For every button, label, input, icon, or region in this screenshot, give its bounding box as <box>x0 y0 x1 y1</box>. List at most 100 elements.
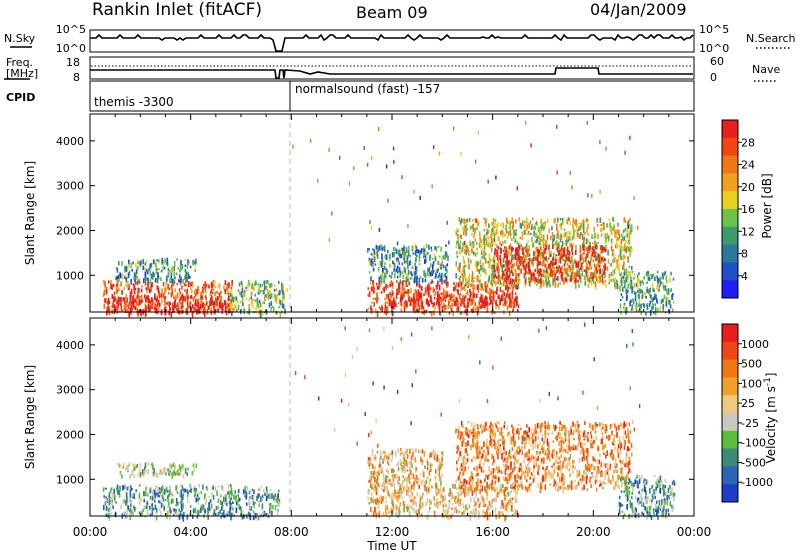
velocity-cell-1 <box>175 471 178 475</box>
power-cell-7 <box>480 250 483 255</box>
power-cell-8 <box>571 272 573 277</box>
velocity-cell-2 <box>248 511 250 516</box>
velocity-cell-3 <box>374 506 377 510</box>
velocity-cell-2 <box>260 486 263 488</box>
power-colorbar-tick-label: 4 <box>741 270 748 283</box>
velocity-cell-4 <box>388 479 390 483</box>
power-cell-8 <box>592 246 594 250</box>
power-cell-6 <box>372 248 374 251</box>
power-cell-7 <box>490 258 493 262</box>
freq-trace <box>90 67 693 79</box>
power-cell-8 <box>517 255 520 259</box>
power-cell-8 <box>543 257 546 260</box>
beam-title: Beam 09 <box>356 3 428 22</box>
velocity-cell-1 <box>136 463 139 468</box>
power-cell-8 <box>505 278 508 284</box>
power-cell-6 <box>413 271 416 275</box>
velocity-cell-3 <box>428 487 430 493</box>
power-cell-7 <box>607 238 610 242</box>
power-cell-7 <box>613 279 616 282</box>
power-cell-4 <box>455 282 458 288</box>
power-cell-7 <box>621 233 623 238</box>
velocity-cell-3 <box>405 506 408 509</box>
power-cell-7 <box>501 233 504 239</box>
power-cell-2 <box>192 297 195 302</box>
velocity-cell-3 <box>407 506 410 511</box>
power-cell-7 <box>485 240 488 245</box>
power-cell-6 <box>441 256 443 261</box>
power-cell-4 <box>440 292 443 295</box>
velocity-cell-0 <box>108 508 110 513</box>
power-cell-7 <box>530 227 533 230</box>
velocity-cell-5 <box>506 425 509 430</box>
power-cell-2 <box>128 301 131 304</box>
power-cell-2 <box>121 309 123 312</box>
velocity-cell-4 <box>396 464 398 467</box>
velocity-cell-4 <box>382 482 384 486</box>
power-cell-7 <box>484 221 486 225</box>
power-cell-7 <box>556 233 558 239</box>
power-cell-6 <box>393 247 395 251</box>
velocity-cell-0 <box>192 508 195 514</box>
power-cell-8 <box>534 268 537 273</box>
power-cell-2 <box>224 300 227 306</box>
power-cell-2 <box>174 299 176 304</box>
power-colorbar-swatch <box>722 209 738 228</box>
power-cell-4 <box>425 309 428 313</box>
velocity-cell-5 <box>481 485 483 492</box>
velocity-cell-3 <box>409 499 412 502</box>
power-cell-7 <box>562 259 565 262</box>
velocity-cell-3 <box>499 488 501 494</box>
velocity-cell-4 <box>390 468 393 473</box>
power-cell-7 <box>510 284 513 287</box>
power-cell-6 <box>408 261 411 266</box>
power-cell-7 <box>504 276 507 279</box>
power-cell-0 <box>178 288 181 292</box>
power-cell-7 <box>514 239 516 243</box>
power-cell-0 <box>180 295 183 299</box>
power-cell-7 <box>622 254 625 260</box>
power-cell-0 <box>227 305 229 309</box>
power-cell-8 <box>559 249 562 253</box>
power-cell-5 <box>516 296 518 300</box>
velocity-cell-0 <box>108 516 111 522</box>
power-cell-6 <box>445 265 447 272</box>
velocity-cell-4 <box>406 454 409 459</box>
power-cell-4 <box>451 303 453 307</box>
velocity-cell-0 <box>186 495 189 501</box>
power-cell-2 <box>196 308 199 314</box>
cpid-label: CPID <box>6 91 35 104</box>
velocity-cell-3 <box>458 510 461 514</box>
velocity-cell-0 <box>166 495 169 499</box>
power-cell-0 <box>171 288 174 295</box>
power-cell-8 <box>508 275 511 279</box>
velocity-cell-5 <box>569 446 571 452</box>
velocity-cell-2 <box>228 511 231 517</box>
power-cell-7 <box>610 262 612 267</box>
power-cell-6 <box>413 277 416 284</box>
power-cell-4 <box>485 288 487 293</box>
power-cell-1 <box>149 278 152 284</box>
velocity-cell-4 <box>420 480 422 486</box>
power-cell-0 <box>204 281 207 284</box>
power-cell-9 <box>641 295 644 299</box>
velocity-cell-0 <box>167 510 170 516</box>
power-noise-cell <box>363 145 365 150</box>
power-cell-7 <box>464 227 467 232</box>
power-cell-7 <box>458 277 460 281</box>
power-cell-7 <box>516 240 518 245</box>
velocity-cell-0 <box>227 483 230 490</box>
power-cell-8 <box>602 272 605 276</box>
power-cell-5 <box>485 300 488 307</box>
velocity-cell-0 <box>158 500 160 503</box>
velocity-cell-5 <box>601 432 604 436</box>
power-cell-7 <box>460 218 463 223</box>
power-cell-3 <box>281 282 283 287</box>
power-cell-0 <box>185 291 188 294</box>
power-cell-6 <box>420 250 422 253</box>
power-cell-9 <box>656 285 658 291</box>
power-cell-7 <box>586 227 588 233</box>
power-cell-7 <box>625 247 627 253</box>
velocity-cell-2 <box>230 486 233 492</box>
power-cell-7 <box>514 269 517 275</box>
